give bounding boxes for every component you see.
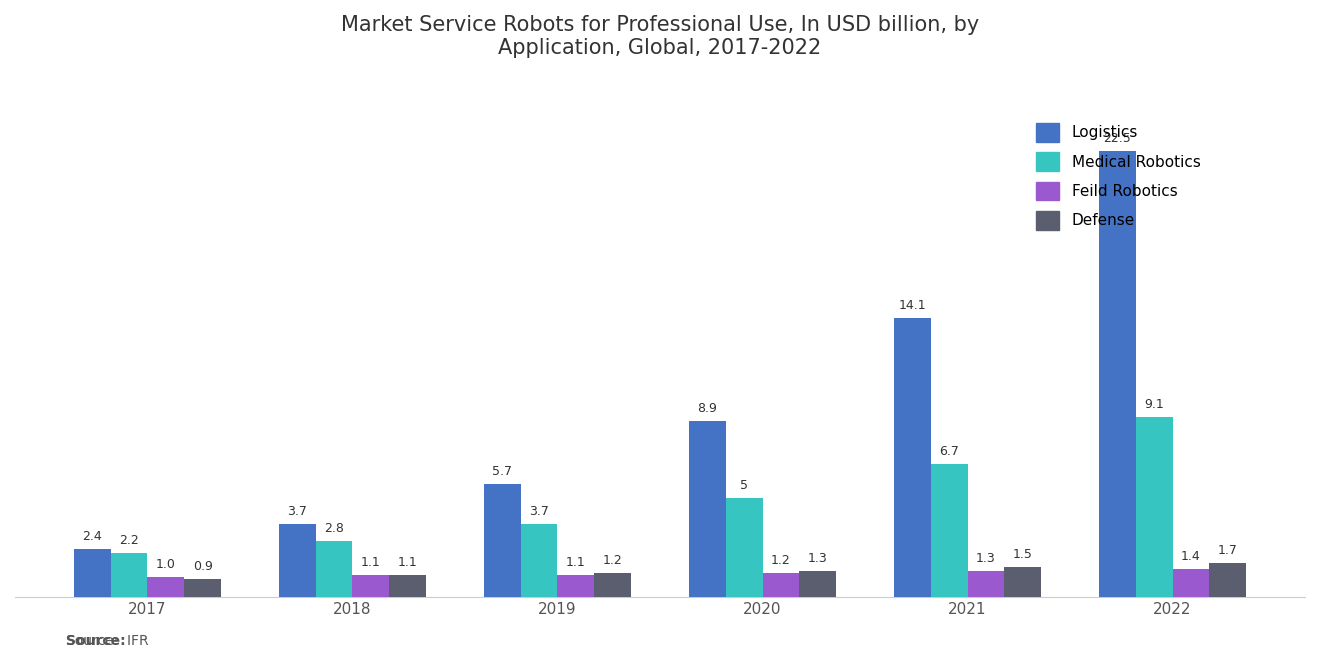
Bar — [1172, 569, 1209, 597]
Text: 5: 5 — [741, 479, 748, 492]
Text: 3.7: 3.7 — [288, 505, 308, 517]
Text: 14.1: 14.1 — [899, 299, 927, 312]
Bar — [800, 571, 837, 597]
Text: 8.9: 8.9 — [697, 402, 717, 415]
Text: 1.3: 1.3 — [808, 552, 828, 565]
Legend: Logistics, Medical Robotics, Feild Robotics, Defense: Logistics, Medical Robotics, Feild Robot… — [1028, 115, 1208, 237]
Bar — [520, 523, 557, 597]
Text: 1.4: 1.4 — [1181, 550, 1201, 563]
Text: 9.1: 9.1 — [1144, 398, 1164, 411]
Text: 1.5: 1.5 — [1012, 548, 1032, 561]
Text: 2.2: 2.2 — [119, 535, 139, 547]
Bar — [1209, 563, 1246, 597]
Bar — [185, 579, 222, 597]
Bar — [1005, 567, 1041, 597]
Bar — [1098, 152, 1135, 597]
Title: Market Service Robots for Professional Use, In USD billion, by
Application, Glob: Market Service Robots for Professional U… — [341, 15, 979, 59]
Text: 5.7: 5.7 — [492, 465, 512, 478]
Text: 6.7: 6.7 — [939, 446, 960, 458]
Text: Source:  IFR: Source: IFR — [66, 634, 149, 648]
Text: 1.2: 1.2 — [603, 554, 623, 567]
Bar — [1135, 417, 1172, 597]
Bar — [483, 484, 520, 597]
Bar — [557, 575, 594, 597]
Bar — [894, 318, 931, 597]
Text: 3.7: 3.7 — [529, 505, 549, 517]
Bar — [689, 421, 726, 597]
Bar — [763, 573, 800, 597]
Bar — [352, 575, 389, 597]
Text: 1.2: 1.2 — [771, 554, 791, 567]
Text: 22.5: 22.5 — [1104, 132, 1131, 146]
Text: 2.4: 2.4 — [82, 531, 102, 543]
Text: 1.1: 1.1 — [566, 556, 586, 569]
Text: 1.7: 1.7 — [1218, 544, 1238, 557]
Text: 1.1: 1.1 — [397, 556, 417, 569]
Text: 1.0: 1.0 — [156, 558, 176, 571]
Text: 0.9: 0.9 — [193, 560, 213, 573]
Bar — [389, 575, 426, 597]
Bar — [726, 498, 763, 597]
Bar — [968, 571, 1005, 597]
Text: Source:: Source: — [66, 634, 125, 648]
Bar — [279, 523, 315, 597]
Text: 1.3: 1.3 — [975, 552, 995, 565]
Text: 1.1: 1.1 — [362, 556, 380, 569]
Bar — [111, 553, 148, 597]
Bar — [315, 541, 352, 597]
Bar — [148, 577, 185, 597]
Text: 2.8: 2.8 — [325, 523, 345, 535]
Bar — [931, 464, 968, 597]
Bar — [74, 549, 111, 597]
Bar — [594, 573, 631, 597]
